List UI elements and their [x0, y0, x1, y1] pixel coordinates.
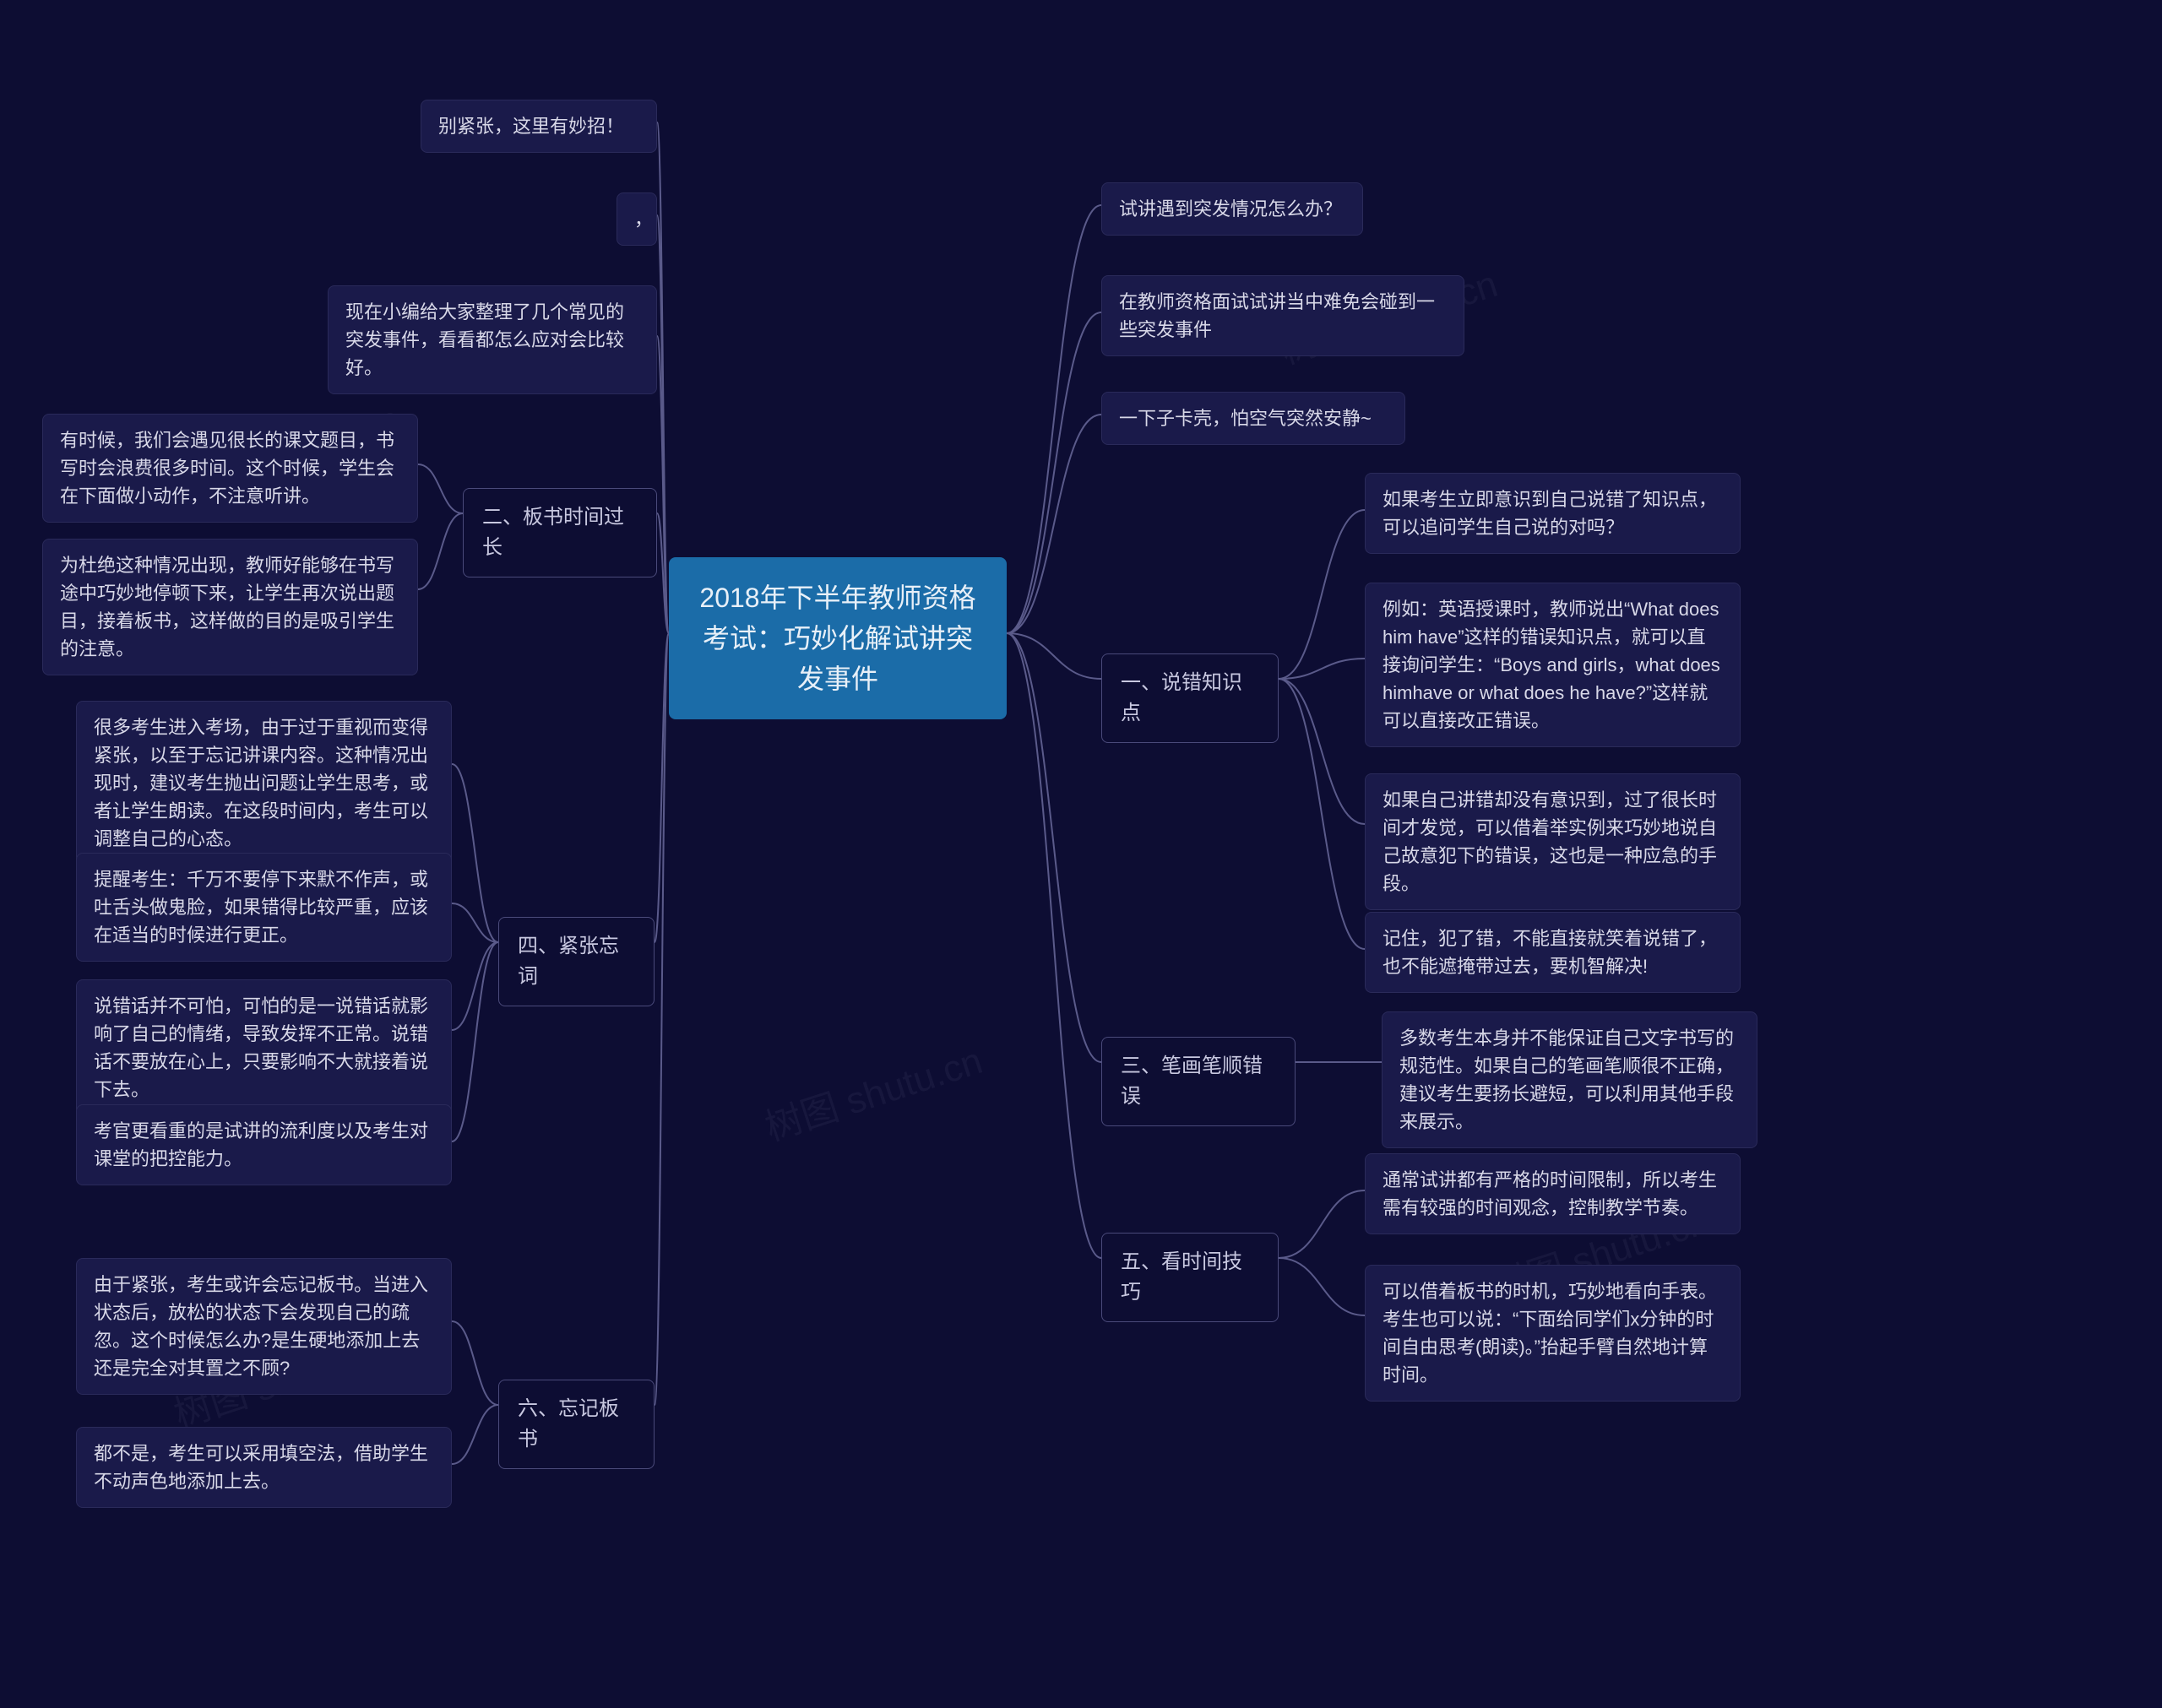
node-text: 一、说错知识点 [1121, 671, 1242, 724]
node-text: 三、笔画笔顺错误 [1121, 1055, 1263, 1108]
node-text: 别紧张，这里有妙招！ [438, 116, 624, 137]
node-text: 很多考生进入考场，由于过于重视而变得紧张，以至于忘记讲课内容。这种情况出现时，建… [94, 717, 428, 849]
center-node: 2018年下半年教师资格考试：巧妙化解试讲突发事件 [669, 557, 1007, 719]
leaf-node: 记住，犯了错，不能直接就笑着说错了，也不能遮掩带过去，要机智解决! [1365, 912, 1741, 993]
branch-node: 一、说错知识点 [1101, 653, 1279, 743]
node-text: 如果考生立即意识到自己说错了知识点，可以追问学生自己说的对吗？ [1382, 489, 1717, 538]
node-text: 说错话并不可怕，可怕的是一说错话就影响了自己的情绪，导致发挥不正常。说错话不要放… [94, 995, 428, 1100]
node-text: 例如：英语授课时，教师说出“What does him have”这样的错误知识… [1382, 599, 1720, 731]
node-text: 在教师资格面试试讲当中难免会碰到一些突发事件 [1119, 291, 1435, 340]
leaf-node: ， [617, 192, 657, 246]
node-text: 有时候，我们会遇见很长的课文题目，书写时会浪费很多时间。这个时候，学生会在下面做… [60, 430, 394, 507]
node-text: 为杜绝这种情况出现，教师好能够在书写途中巧妙地停顿下来，让学生再次说出题目，接着… [60, 555, 394, 659]
leaf-node: 提醒考生：千万不要停下来默不作声，或吐舌头做鬼脸，如果错得比较严重，应该在适当的… [76, 853, 452, 962]
branch-node: 五、看时间技巧 [1101, 1233, 1279, 1322]
node-text: 一下子卡壳，怕空气突然安静~ [1119, 408, 1372, 429]
node-text: 四、紧张忘词 [518, 935, 619, 988]
branch-node: 二、板书时间过长 [463, 488, 657, 577]
node-text: 通常试讲都有严格的时间限制，所以考生需有较强的时间观念，控制教学节奏。 [1382, 1169, 1717, 1218]
node-text: 记住，犯了错，不能直接就笑着说错了，也不能遮掩带过去，要机智解决! [1382, 928, 1717, 977]
leaf-node: 为杜绝这种情况出现，教师好能够在书写途中巧妙地停顿下来，让学生再次说出题目，接着… [42, 539, 418, 675]
leaf-node: 通常试讲都有严格的时间限制，所以考生需有较强的时间观念，控制教学节奏。 [1365, 1153, 1741, 1234]
leaf-node: 有时候，我们会遇见很长的课文题目，书写时会浪费很多时间。这个时候，学生会在下面做… [42, 414, 418, 523]
node-text: 六、忘记板书 [518, 1397, 619, 1450]
branch-node: 四、紧张忘词 [498, 917, 655, 1006]
leaf-node: 都不是，考生可以采用填空法，借助学生不动声色地添加上去。 [76, 1427, 452, 1508]
node-text: 如果自己讲错却没有意识到，过了很长时间才发觉，可以借着举实例来巧妙地说自己故意犯… [1382, 789, 1717, 894]
node-text: 可以借着板书的时机，巧妙地看向手表。考生也可以说：“下面给同学们x分钟的时间自由… [1382, 1281, 1717, 1385]
leaf-node: 可以借着板书的时机，巧妙地看向手表。考生也可以说：“下面给同学们x分钟的时间自由… [1365, 1265, 1741, 1402]
watermark: 树图 shutu.cn [758, 1030, 988, 1151]
center-text: 2018年下半年教师资格考试：巧妙化解试讲突发事件 [699, 583, 975, 694]
leaf-node: 考官更看重的是试讲的流利度以及考生对课堂的把控能力。 [76, 1104, 452, 1185]
node-text: 提醒考生：千万不要停下来默不作声，或吐舌头做鬼脸，如果错得比较严重，应该在适当的… [94, 869, 428, 946]
node-text: 由于紧张，考生或许会忘记板书。当进入状态后，放松的状态下会发现自己的疏忽。这个时… [94, 1274, 428, 1379]
leaf-node: 一下子卡壳，怕空气突然安静~ [1101, 392, 1405, 445]
leaf-node: 例如：英语授课时，教师说出“What does him have”这样的错误知识… [1365, 583, 1741, 747]
leaf-node: 如果考生立即意识到自己说错了知识点，可以追问学生自己说的对吗？ [1365, 473, 1741, 554]
leaf-node: 多数考生本身并不能保证自己文字书写的规范性。如果自己的笔画笔顺很不正确，建议考生… [1382, 1011, 1757, 1148]
leaf-node: 试讲遇到突发情况怎么办？ [1101, 182, 1363, 236]
leaf-node: 现在小编给大家整理了几个常见的突发事件，看看都怎么应对会比较好。 [328, 285, 657, 394]
node-text: 试讲遇到突发情况怎么办？ [1119, 198, 1342, 220]
node-text: 考官更看重的是试讲的流利度以及考生对课堂的把控能力。 [94, 1120, 428, 1169]
leaf-node: 由于紧张，考生或许会忘记板书。当进入状态后，放松的状态下会发现自己的疏忽。这个时… [76, 1258, 452, 1395]
leaf-node: 很多考生进入考场，由于过于重视而变得紧张，以至于忘记讲课内容。这种情况出现时，建… [76, 701, 452, 865]
leaf-node: 在教师资格面试试讲当中难免会碰到一些突发事件 [1101, 275, 1464, 356]
node-text: 多数考生本身并不能保证自己文字书写的规范性。如果自己的笔画笔顺很不正确，建议考生… [1399, 1028, 1734, 1132]
leaf-node: 别紧张，这里有妙招！ [421, 100, 657, 153]
node-text: ， [634, 209, 653, 230]
node-text: 现在小编给大家整理了几个常见的突发事件，看看都怎么应对会比较好。 [345, 301, 624, 378]
branch-node: 六、忘记板书 [498, 1380, 655, 1469]
leaf-node: 说错话并不可怕，可怕的是一说错话就影响了自己的情绪，导致发挥不正常。说错话不要放… [76, 979, 452, 1116]
branch-node: 三、笔画笔顺错误 [1101, 1037, 1296, 1126]
leaf-node: 如果自己讲错却没有意识到，过了很长时间才发觉，可以借着举实例来巧妙地说自己故意犯… [1365, 773, 1741, 910]
node-text: 二、板书时间过长 [482, 506, 624, 559]
node-text: 都不是，考生可以采用填空法，借助学生不动声色地添加上去。 [94, 1443, 428, 1492]
node-text: 五、看时间技巧 [1121, 1250, 1242, 1304]
